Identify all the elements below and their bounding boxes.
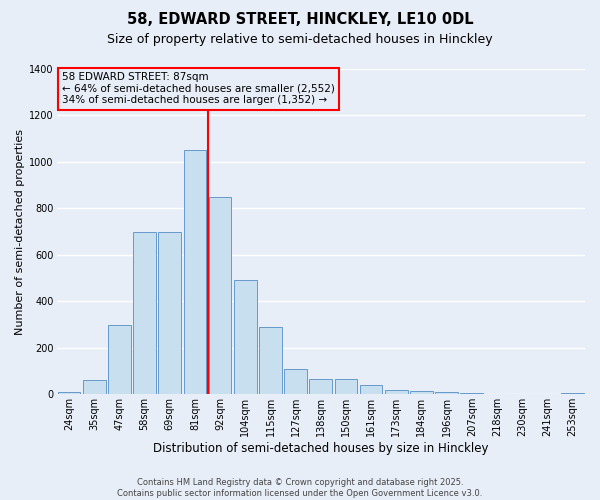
Bar [83, 380, 106, 394]
Text: Contains HM Land Registry data © Crown copyright and database right 2025.
Contai: Contains HM Land Registry data © Crown c… [118, 478, 482, 498]
Bar [435, 392, 458, 394]
Bar [284, 368, 307, 394]
Bar [335, 379, 357, 394]
Y-axis label: Number of semi-detached properties: Number of semi-detached properties [15, 128, 25, 334]
Text: 58 EDWARD STREET: 87sqm
← 64% of semi-detached houses are smaller (2,552)
34% of: 58 EDWARD STREET: 87sqm ← 64% of semi-de… [62, 72, 335, 106]
Bar [561, 393, 584, 394]
Bar [460, 393, 483, 394]
Text: Size of property relative to semi-detached houses in Hinckley: Size of property relative to semi-detach… [107, 32, 493, 46]
Bar [108, 324, 131, 394]
Bar [410, 391, 433, 394]
Bar [209, 197, 232, 394]
Bar [158, 232, 181, 394]
Bar [310, 379, 332, 394]
Text: 58, EDWARD STREET, HINCKLEY, LE10 0DL: 58, EDWARD STREET, HINCKLEY, LE10 0DL [127, 12, 473, 28]
Bar [385, 390, 407, 394]
Bar [133, 232, 156, 394]
Bar [360, 385, 382, 394]
Bar [184, 150, 206, 394]
Bar [58, 392, 80, 394]
X-axis label: Distribution of semi-detached houses by size in Hinckley: Distribution of semi-detached houses by … [153, 442, 488, 455]
Bar [259, 327, 282, 394]
Bar [234, 280, 257, 394]
